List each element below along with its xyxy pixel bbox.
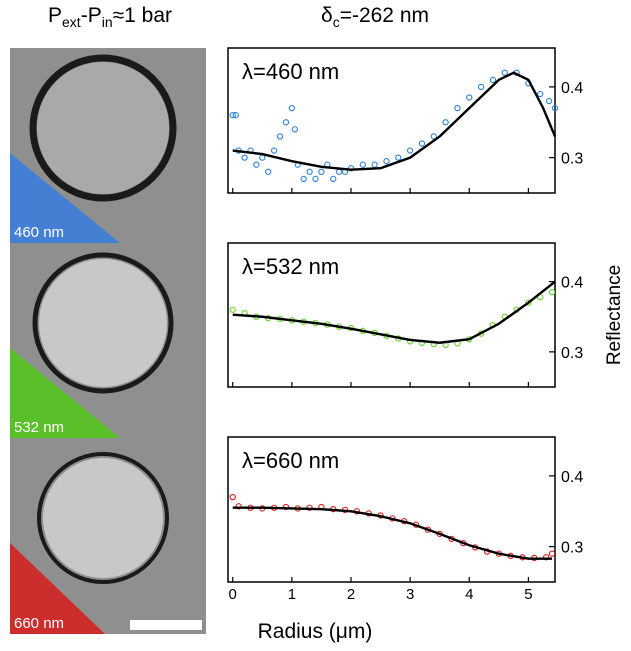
header-right: δc=-262 nm — [321, 4, 429, 30]
data-point — [270, 147, 278, 154]
x-tick-label: 3 — [406, 586, 414, 603]
data-point — [430, 133, 437, 140]
data-point — [501, 69, 508, 76]
data-point — [276, 133, 284, 140]
data-point — [359, 161, 366, 168]
data-point — [229, 493, 236, 501]
x-tick-label: 2 — [347, 586, 355, 603]
vesicle-interior — [39, 259, 167, 387]
data-point — [229, 112, 236, 119]
plot-frame — [227, 242, 556, 388]
panel-annotation: λ=532 nm — [242, 254, 339, 279]
data-point — [477, 83, 485, 91]
wavelength-label: 460 nm — [14, 224, 64, 241]
panel-annotation: λ=460 nm — [242, 59, 339, 84]
wavelength-label: 660 nm — [14, 615, 64, 632]
data-point — [418, 140, 426, 147]
x-axis-label: Radius (μm) — [258, 620, 373, 643]
fit-line — [232, 71, 557, 171]
vesicle-ring — [29, 54, 177, 202]
data-point — [300, 175, 307, 183]
data-point — [537, 90, 544, 98]
x-tick-label: 5 — [524, 586, 532, 603]
x-tick-label: 4 — [465, 586, 473, 603]
data-point — [442, 119, 449, 126]
header-left: Pext-Pin≈1 bar — [48, 4, 172, 30]
data-point — [253, 161, 260, 168]
data-point — [551, 104, 559, 112]
vesicle-interior — [43, 458, 163, 578]
data-point — [312, 175, 319, 183]
fit-line — [232, 280, 556, 344]
data-point — [548, 550, 556, 557]
data-point — [489, 76, 497, 83]
data-point — [548, 289, 556, 296]
plot-frame — [227, 436, 556, 583]
y-tick-label: 0.3 — [561, 151, 583, 168]
data-point — [291, 126, 298, 133]
data-point — [545, 97, 553, 105]
data-point — [336, 168, 343, 175]
data-point — [282, 119, 290, 126]
data-point — [406, 147, 414, 154]
vesicle-interior — [37, 62, 169, 194]
data-point — [229, 306, 236, 313]
data-point — [232, 112, 239, 119]
data-point — [395, 154, 402, 161]
data-point — [371, 161, 378, 168]
data-point — [241, 154, 248, 161]
data-point — [318, 168, 325, 175]
data-point — [466, 94, 473, 101]
fit-line — [232, 506, 553, 560]
wavelength-marker — [10, 153, 120, 243]
wavelength-marker — [10, 348, 120, 438]
scale-bar — [130, 620, 202, 630]
data-point — [330, 175, 337, 183]
y-tick-label: 0.4 — [561, 275, 583, 292]
panel-annotation: λ=660 nm — [242, 448, 339, 473]
y-tick-label: 0.4 — [561, 80, 583, 97]
data-point — [383, 158, 390, 165]
y-axis-label: Reflectance — [604, 265, 625, 365]
data-point — [288, 104, 296, 112]
vesicle-ring — [37, 452, 169, 584]
data-point — [282, 503, 290, 511]
y-tick-label: 0.3 — [561, 345, 583, 362]
x-tick-label: 1 — [288, 586, 296, 603]
wavelength-marker — [10, 543, 105, 634]
x-tick-label: 0 — [229, 586, 237, 603]
wavelength-label: 532 nm — [14, 419, 64, 436]
data-point — [525, 299, 532, 306]
vesicle-ring — [32, 252, 174, 394]
data-point — [306, 168, 313, 175]
y-tick-label: 0.3 — [561, 540, 583, 557]
plot-frame — [227, 47, 556, 194]
y-tick-label: 0.4 — [561, 469, 583, 486]
data-point — [454, 104, 461, 112]
data-point — [259, 154, 266, 161]
data-point — [265, 168, 272, 175]
